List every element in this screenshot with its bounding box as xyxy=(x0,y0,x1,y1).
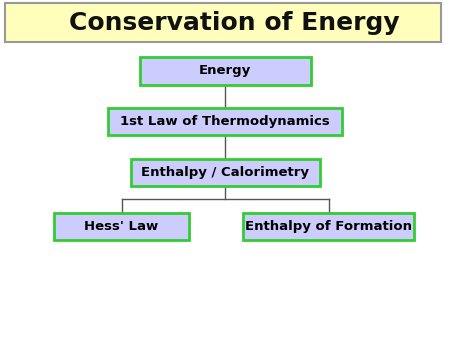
FancyBboxPatch shape xyxy=(130,159,320,186)
Text: Enthalpy of Formation: Enthalpy of Formation xyxy=(245,220,412,233)
FancyBboxPatch shape xyxy=(108,108,342,135)
Text: Enthalpy / Calorimetry: Enthalpy / Calorimetry xyxy=(141,166,309,179)
Text: Energy: Energy xyxy=(199,65,251,77)
FancyBboxPatch shape xyxy=(140,57,310,84)
Text: Conservation of Energy: Conservation of Energy xyxy=(69,11,399,35)
Text: 1st Law of Thermodynamics: 1st Law of Thermodynamics xyxy=(120,115,330,128)
FancyBboxPatch shape xyxy=(4,3,441,42)
FancyBboxPatch shape xyxy=(54,213,189,240)
Text: Hess' Law: Hess' Law xyxy=(85,220,158,233)
FancyBboxPatch shape xyxy=(243,213,414,240)
